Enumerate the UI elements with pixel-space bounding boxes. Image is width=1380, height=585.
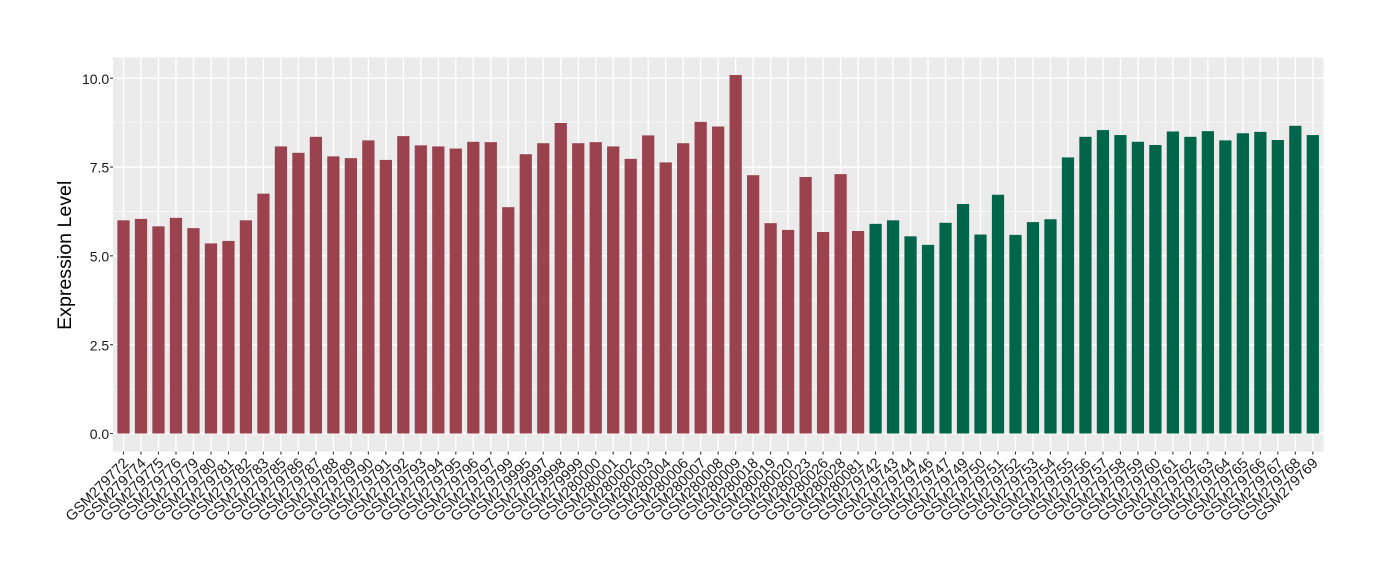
svg-text:7.5: 7.5: [90, 160, 110, 176]
svg-text:2.5: 2.5: [90, 337, 110, 353]
svg-text:5.0: 5.0: [90, 249, 110, 265]
svg-text:0.0: 0.0: [90, 426, 110, 442]
svg-text:10.0: 10.0: [82, 71, 109, 87]
svg-text:Expression Level: Expression Level: [54, 181, 76, 330]
